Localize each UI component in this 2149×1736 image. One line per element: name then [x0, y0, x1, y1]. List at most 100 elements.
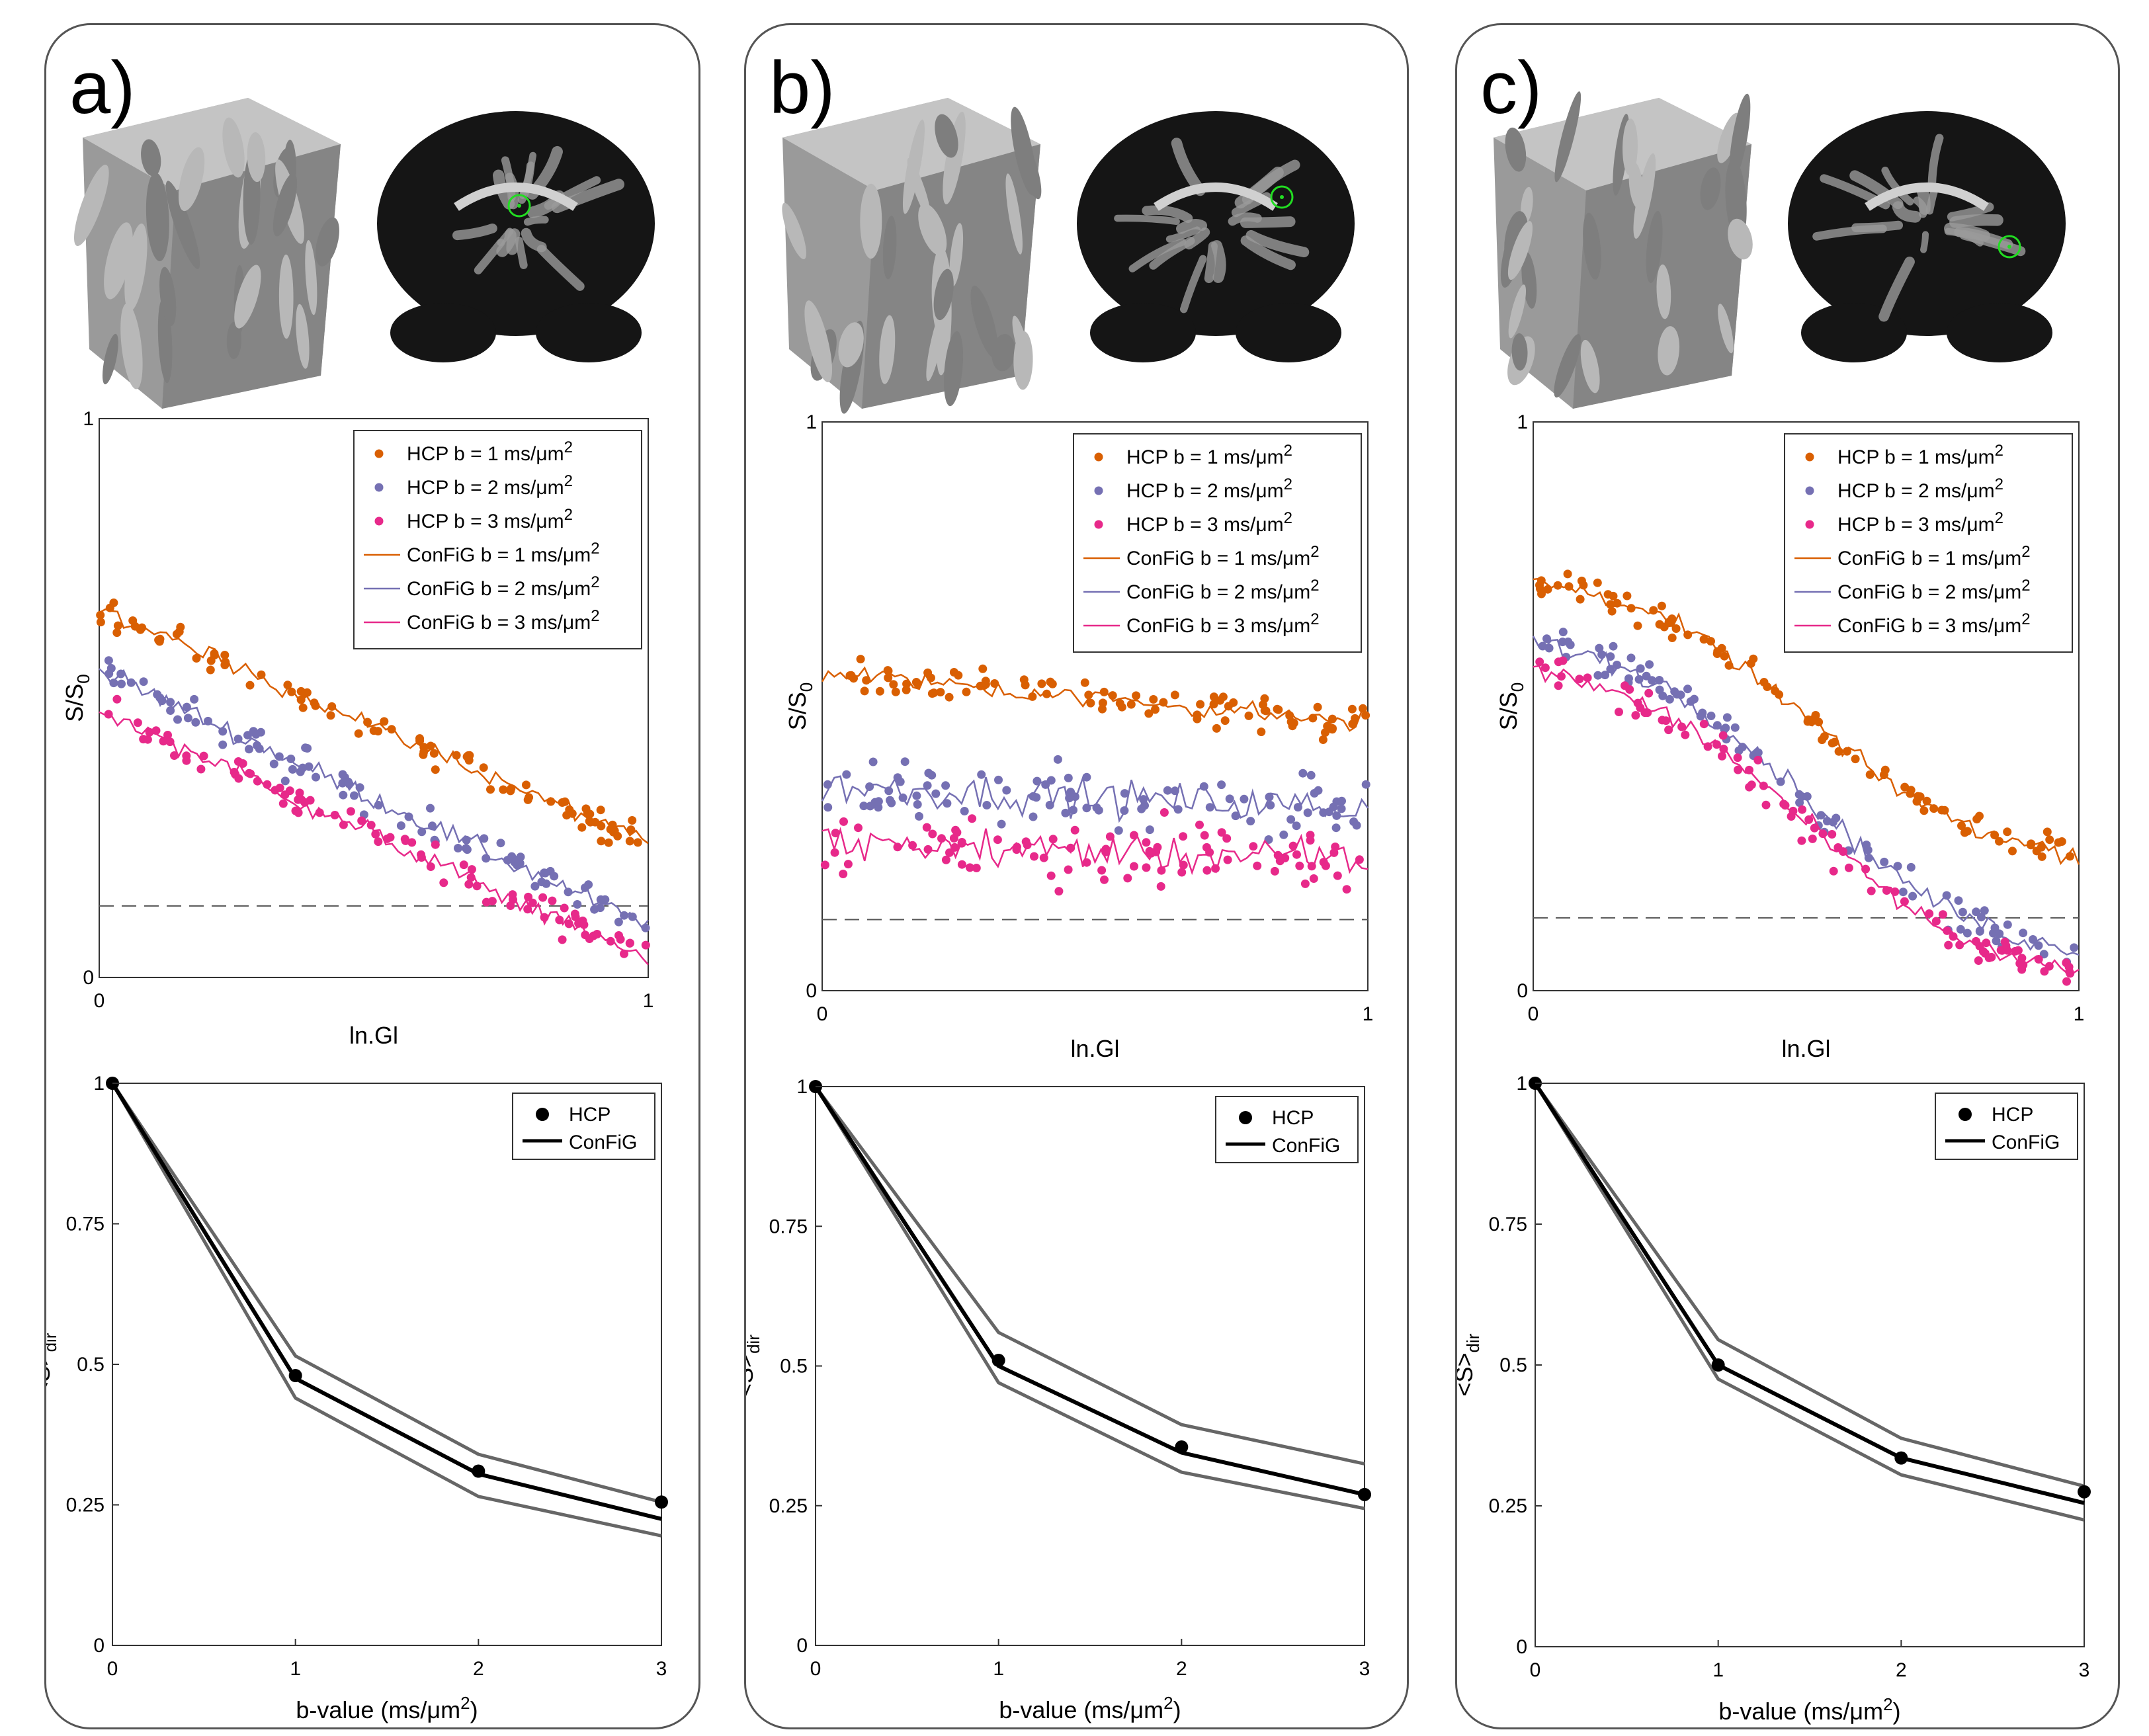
- hcp-point-b1: [387, 725, 396, 734]
- hcp-point-b1: [1196, 700, 1205, 709]
- hcp-point-b3: [555, 915, 564, 925]
- fiber-cylinder: [316, 217, 339, 267]
- hcp-point-b2: [1636, 664, 1645, 673]
- y-tick-label: 0.25: [769, 1495, 808, 1517]
- hcp-point-b3: [417, 850, 425, 859]
- hcp-point-b3: [280, 790, 290, 800]
- hcp-point-b3: [1677, 722, 1687, 731]
- hcp-point-b2: [2029, 935, 2037, 944]
- fiber-cylinder: [1554, 334, 1581, 398]
- hcp-point-b1: [1361, 711, 1370, 720]
- hcp-point-b3: [606, 936, 615, 946]
- hcp-point-b2: [2034, 941, 2043, 950]
- hcp-point-b3: [1217, 828, 1226, 837]
- hcp-point-b2: [204, 716, 212, 725]
- y-tick-label: 0.75: [1489, 1214, 1527, 1235]
- hcp-point-b3: [1818, 829, 1828, 839]
- hcp-point-b1: [1626, 604, 1636, 613]
- white-matter-tract: [1240, 235, 1296, 270]
- legend-entry: ConFiG b = 3 ms/μm2: [407, 607, 600, 634]
- hcp-point-b2: [1734, 746, 1744, 755]
- hcp-point-b2: [1962, 929, 1972, 938]
- hcp-point-b1: [1957, 821, 1966, 831]
- hcp-point-b3: [1867, 886, 1876, 895]
- hcp-point-b1: [1622, 591, 1632, 600]
- legend-box: [1935, 1093, 2078, 1160]
- hcp-point-b3: [854, 823, 863, 833]
- legend-entry: HCP b = 1 ms/μm2: [1837, 442, 2003, 468]
- hcp-point-b2: [426, 804, 435, 813]
- mean-signal-plot: 0 0.25 0.5 0.75 1 0 1 2 3 b-value (ms/μm2) <S>dir H…: [46, 1073, 668, 1723]
- hcp-point-b2: [1292, 821, 1301, 831]
- hcp-point-b2: [1163, 786, 1172, 795]
- hcp-point-b1: [633, 838, 642, 847]
- hcp-point-b1: [374, 727, 382, 736]
- hcp-point-b3: [182, 756, 191, 765]
- hcp-point-b2: [1802, 792, 1812, 801]
- hcp-point-b1: [464, 756, 474, 765]
- hcp-point-b3: [1039, 853, 1048, 862]
- hcp-point-b3: [1270, 866, 1279, 876]
- hcp-point-b2: [1066, 788, 1075, 797]
- hcp-point-b1: [311, 701, 320, 710]
- hcp-point-b3: [1658, 716, 1667, 725]
- hcp-point-b1: [2026, 841, 2035, 850]
- hcp-point-b2: [1972, 907, 1981, 917]
- hcp-point-b1: [507, 784, 516, 793]
- hcp-point-b3: [1718, 751, 1726, 761]
- fiber-cylinder: [935, 114, 958, 158]
- legend-marker: [1959, 1108, 1972, 1121]
- hcp-point-b2: [1794, 790, 1804, 799]
- legend-entry: HCP b = 2 ms/μm2: [1837, 475, 2003, 502]
- hcp-point-b2: [1199, 782, 1208, 791]
- hcp-point-b2: [564, 888, 573, 897]
- fiber-cylinder: [146, 172, 169, 262]
- hcp-point-b2: [1032, 776, 1042, 786]
- fiber-cylinder: [1646, 210, 1663, 283]
- x-tick-label: 1: [1363, 1003, 1374, 1025]
- hcp-point-b3: [163, 731, 172, 739]
- hcp-point-b3: [1703, 742, 1712, 751]
- hcp-point-b1: [1216, 696, 1225, 705]
- hcp-point-b2: [1564, 638, 1573, 646]
- hcp-point-b1: [522, 780, 530, 790]
- hcp-point-b1: [1553, 581, 1562, 590]
- hcp-point-b3: [1781, 801, 1790, 810]
- fiber-cylinder: [879, 315, 896, 384]
- y-tick-label: 0.5: [77, 1354, 105, 1376]
- fiber-cylinder: [1628, 161, 1644, 209]
- hcp-point-b1: [889, 680, 898, 689]
- corpus-callosum: [454, 183, 578, 211]
- roi-center: [2007, 245, 2011, 249]
- fiber-cylinder: [1700, 167, 1721, 210]
- hcp-point-b3: [1130, 831, 1138, 840]
- hcp-point-b3: [1142, 863, 1151, 872]
- hcp-point-b2: [1217, 780, 1226, 790]
- hcp-point-b2: [190, 694, 199, 704]
- y-tick-label: 0.75: [66, 1214, 105, 1235]
- hcp-point-b2: [931, 789, 941, 798]
- white-matter-tract: [523, 216, 549, 226]
- hcp-point-b2: [1665, 694, 1674, 704]
- hcp-point-b1: [1613, 599, 1622, 608]
- hcp-point-b2: [1990, 923, 2000, 932]
- hcp-point-b3: [112, 694, 122, 704]
- hcp-point-b1: [363, 718, 372, 727]
- y-tick-label: 0: [1517, 980, 1528, 1002]
- hcp-point-b2: [1686, 697, 1695, 706]
- hcp-point-b2: [173, 715, 182, 724]
- x-axis-label: b-value (ms/μm2): [1718, 1694, 1900, 1725]
- x-tick-label: 0: [1528, 1003, 1539, 1025]
- legend-marker: [1805, 520, 1814, 529]
- hcp-point-b2: [286, 755, 296, 763]
- hcp-point-b3: [972, 864, 981, 872]
- hcp-point-b1: [112, 628, 122, 638]
- y-tick-label: 0.75: [769, 1216, 808, 1237]
- hcp-point-b3: [1978, 947, 1988, 956]
- hcp-point-b1: [172, 630, 181, 639]
- x-tick-label: 1: [643, 990, 654, 1012]
- hcp-point-b1: [936, 688, 945, 697]
- x-tick-label: 3: [1359, 1658, 1370, 1680]
- y-axis-label: <S>dir: [46, 1333, 60, 1395]
- hcp-point-b2: [1279, 830, 1288, 839]
